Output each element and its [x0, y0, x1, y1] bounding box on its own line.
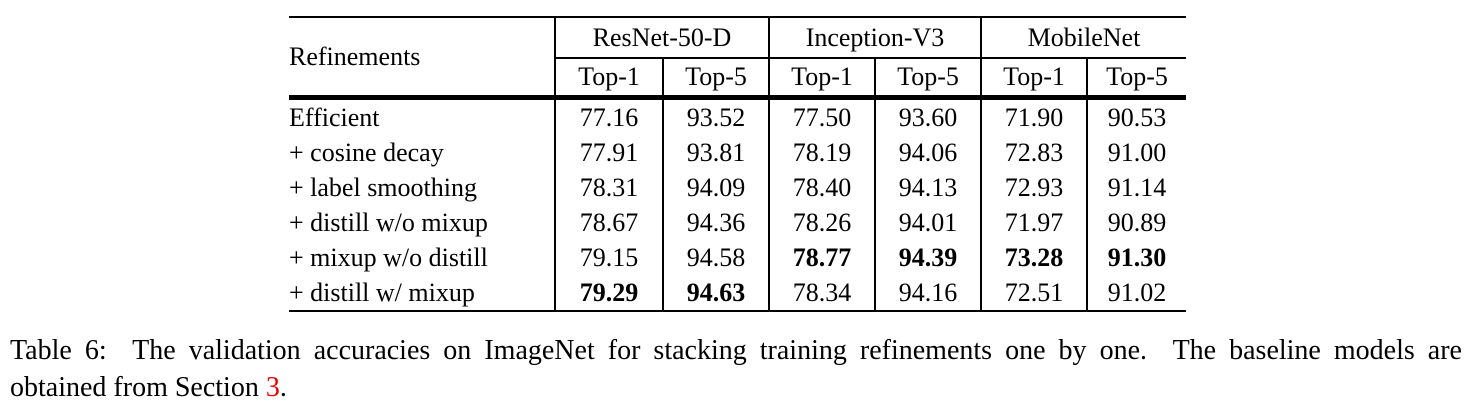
table-row-label-smoothing: + label smoothing 78.31 94.09 78.40 94.1… [289, 170, 1186, 205]
accuracy-value: 93.52 [662, 97, 769, 135]
accuracy-value: 94.16 [874, 275, 981, 311]
accuracy-value: 78.40 [768, 170, 875, 205]
accuracy-value: 77.91 [554, 135, 663, 170]
accuracy-value: 78.31 [554, 170, 663, 205]
table-row-distill-wo-mixup: + distill w/o mixup 78.67 94.36 78.26 94… [289, 205, 1186, 240]
subheader-top5: Top-5 [662, 58, 769, 100]
accuracy-value: 94.58 [662, 240, 769, 275]
accuracy-value: 78.26 [768, 205, 875, 240]
accuracy-value: 71.97 [980, 205, 1087, 240]
accuracy-value: 94.13 [874, 170, 981, 205]
table-row-distill-w-mixup: + distill w/ mixup 79.29 94.63 78.34 94.… [289, 275, 1186, 311]
accuracy-value: 77.50 [768, 97, 875, 135]
subheader-top5: Top-5 [1086, 58, 1186, 100]
table-row-mixup-wo-distill: + mixup w/o distill 79.15 94.58 78.77 94… [289, 240, 1186, 275]
accuracy-value: 72.83 [980, 135, 1087, 170]
accuracy-value: 91.30 [1086, 240, 1186, 275]
accuracy-value: 94.01 [874, 205, 981, 240]
caption-line-2: obtained from Section 3. [10, 369, 1462, 406]
group-header-mobilenet: MobileNet [980, 17, 1186, 59]
accuracy-value: 71.90 [980, 97, 1087, 135]
accuracy-value: 93.81 [662, 135, 769, 170]
accuracy-value: 94.39 [874, 240, 981, 275]
refinement-label: Efficient [289, 102, 380, 132]
group-header-resnet-50-d: ResNet-50-D [554, 17, 769, 59]
accuracy-value: 78.34 [768, 275, 875, 311]
results-table: Refinements ResNet-50-D Inception-V3 Mob… [289, 16, 1186, 312]
accuracy-value: 79.29 [554, 275, 663, 311]
subheader-top1: Top-1 [980, 58, 1087, 100]
sub-header-row: Top-1 Top-5 Top-1 Top-5 Top-1 Top-5 [289, 58, 1186, 100]
corner-header-refinements: Refinements [289, 17, 555, 100]
accuracy-value: 78.67 [554, 205, 663, 240]
accuracy-value: 78.19 [768, 135, 875, 170]
accuracy-value: 93.60 [874, 97, 981, 135]
table-row-efficient: Efficient 77.16 93.52 77.50 93.60 71.90 … [289, 97, 1186, 135]
group-header-inception-v3: Inception-V3 [768, 17, 981, 59]
subheader-top5: Top-5 [874, 58, 981, 100]
accuracy-value: 72.93 [980, 170, 1087, 205]
accuracy-value: 77.16 [554, 97, 663, 135]
accuracy-value: 94.06 [874, 135, 981, 170]
accuracy-value: 94.63 [662, 275, 769, 311]
accuracy-value: 73.28 [980, 240, 1087, 275]
accuracy-value: 91.02 [1086, 275, 1186, 311]
subheader-top1: Top-1 [768, 58, 875, 100]
refinement-label: + distill w/ mixup [289, 277, 475, 307]
accuracy-value: 94.09 [662, 170, 769, 205]
group-header-row: Refinements ResNet-50-D Inception-V3 Mob… [289, 17, 1186, 100]
refinement-label: + cosine decay [289, 137, 444, 167]
caption-line-2-text: obtained from Section [10, 372, 266, 403]
accuracy-value: 79.15 [554, 240, 663, 275]
accuracy-value: 91.14 [1086, 170, 1186, 205]
table-row-cosine-decay: + cosine decay 77.91 93.81 78.19 94.06 7… [289, 135, 1186, 170]
subheader-top1: Top-1 [554, 58, 663, 100]
caption-period: . [279, 372, 287, 403]
accuracy-value: 90.89 [1086, 205, 1186, 240]
section-ref-link[interactable]: 3 [265, 372, 280, 403]
caption-line-1: Table 6: The validation accuracies on Im… [10, 335, 1462, 366]
refinement-label: + mixup w/o distill [289, 242, 488, 272]
table-caption: Table 6: The validation accuracies on Im… [10, 332, 1462, 406]
accuracy-value: 90.53 [1086, 97, 1186, 135]
refinement-label: + distill w/o mixup [289, 207, 488, 237]
refinement-label: + label smoothing [289, 172, 477, 202]
accuracy-value: 72.51 [980, 275, 1087, 311]
accuracy-value: 78.77 [768, 240, 875, 275]
accuracy-value: 94.36 [662, 205, 769, 240]
accuracy-value: 91.00 [1086, 135, 1186, 170]
